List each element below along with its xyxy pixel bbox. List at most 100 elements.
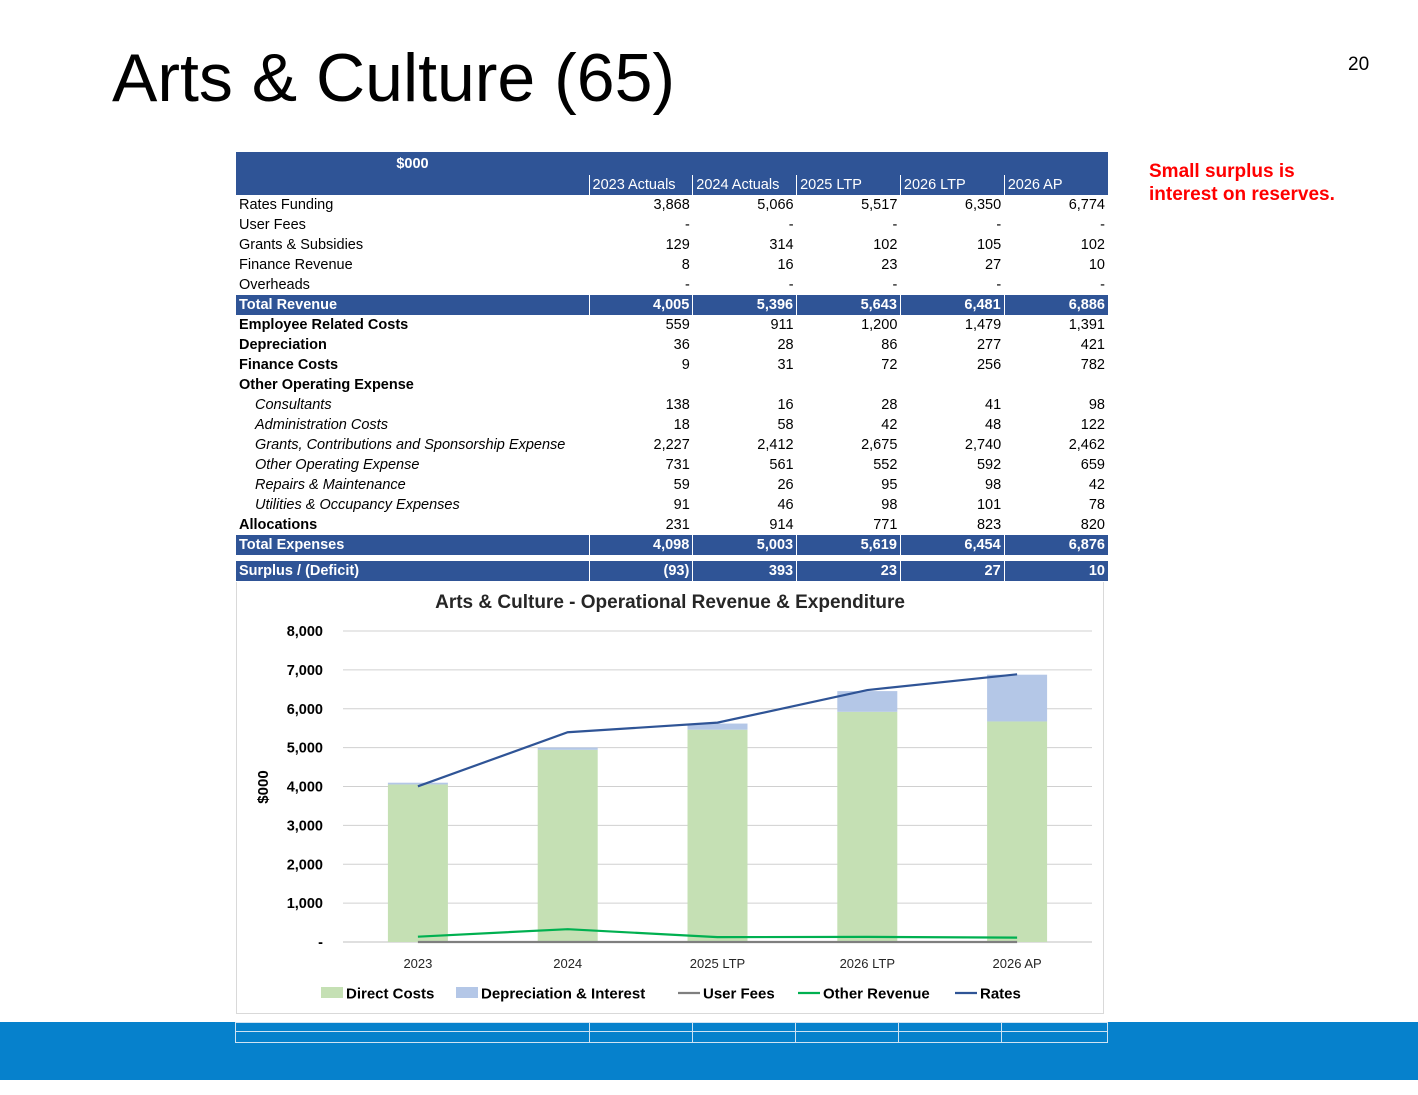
- table-total-row: Surplus / (Deficit) (93) 393 23 27 10: [236, 561, 1108, 581]
- table-row: Administration Costs 18 58 42 48 122: [236, 415, 1108, 435]
- legend-swatch: [321, 987, 343, 998]
- legend-label: Depreciation & Interest: [481, 986, 645, 1003]
- table-row: Employee Related Costs 559 911 1,200 1,479 1,…: [236, 315, 1108, 335]
- row-value: 2,227: [653, 437, 690, 453]
- table-total-row: Total Revenue 4,005 5,396 5,643 6,481 6,886: [236, 295, 1108, 315]
- legend-label: Other Revenue: [823, 986, 930, 1003]
- row-value: [797, 375, 901, 395]
- row-value: -: [684, 217, 690, 233]
- bar-direct-costs: [987, 721, 1048, 942]
- table-body: Rates Funding 3,868 5,066 5,517 6,350 6,774 Us…: [236, 195, 1108, 581]
- row-value: 393: [692, 561, 797, 581]
- x-tick-label: 2024: [553, 956, 582, 971]
- row-value: 5,619: [796, 535, 901, 555]
- row-value: 659: [1080, 457, 1105, 473]
- table-row: Other Operating Expense: [236, 375, 1108, 395]
- table-row: Grants & Subsidies 129 314 102 105 102: [236, 235, 1108, 255]
- row-value: 28: [777, 337, 794, 353]
- row-value: 18: [673, 417, 690, 433]
- x-tick-label: 2025 LTP: [690, 956, 745, 971]
- row-label: Surplus / (Deficit): [236, 561, 589, 581]
- row-value: 4,005: [588, 295, 693, 315]
- line-other-revenue: [417, 928, 1018, 939]
- bar-direct-costs: [687, 729, 748, 942]
- row-value: 421: [1080, 337, 1105, 353]
- row-value: 559: [665, 317, 690, 333]
- row-value: 102: [873, 237, 898, 253]
- row-value: (93): [588, 561, 693, 581]
- row-label: Finance Revenue: [239, 257, 353, 273]
- column-header: 2026 AP: [1003, 175, 1108, 195]
- row-value: 1,391: [1068, 317, 1105, 333]
- table-row: Utilities & Occupancy Expenses 91 46 98 101 7…: [236, 495, 1108, 515]
- row-value: 552: [873, 457, 898, 473]
- column-header: 2024 Actuals: [692, 175, 797, 195]
- line-rates: [417, 673, 1018, 788]
- row-label: Depreciation: [239, 337, 327, 353]
- table-row: Consultants 138 16 28 41 98: [236, 395, 1108, 415]
- table-total-row: Total Expenses 4,098 5,003 5,619 6,454 6,876: [236, 535, 1108, 555]
- bar-depreciation-interest: [987, 674, 1048, 722]
- y-tick-label: 7,000: [287, 663, 323, 679]
- row-value: -: [892, 277, 898, 293]
- row-label: Consultants: [255, 397, 332, 413]
- row-value: 2,740: [964, 437, 1002, 453]
- bar-depreciation-interest: [387, 782, 448, 785]
- bar-direct-costs: [837, 711, 898, 942]
- row-value: -: [996, 217, 1002, 233]
- row-value: 6,774: [1068, 197, 1105, 213]
- x-tick-label: 2023: [403, 956, 432, 971]
- row-value: 731: [665, 457, 690, 473]
- row-value: 72: [881, 357, 898, 373]
- table-row: Allocations 231 914 771 823 820: [236, 515, 1108, 535]
- row-label: Rates Funding: [239, 197, 334, 213]
- chart-title: Arts & Culture - Operational Revenue & E…: [435, 592, 905, 613]
- row-value: 10: [1088, 257, 1105, 273]
- row-value: 91: [673, 497, 690, 513]
- table-row: Overheads - - - - -: [236, 275, 1108, 295]
- row-value: 41: [985, 397, 1002, 413]
- row-value: [589, 375, 693, 395]
- table-column-header-row: 2023 Actuals 2024 Actuals 2025 LTP 2026 …: [236, 175, 1108, 195]
- y-axis-label: $000: [255, 770, 272, 803]
- row-label: Utilities & Occupancy Expenses: [255, 497, 460, 513]
- chart-svg: Arts & Culture - Operational Revenue & E…: [255, 592, 1092, 1003]
- row-value: 6,886: [1003, 295, 1108, 315]
- row-value: 9: [681, 357, 690, 373]
- table-row: Finance Costs 9 31 72 256 782: [236, 355, 1108, 375]
- table-row: Depreciation 36 28 86 277 421: [236, 335, 1108, 355]
- row-value: 231: [665, 517, 690, 533]
- row-label: Repairs & Maintenance: [255, 477, 406, 493]
- row-value: 27: [985, 257, 1002, 273]
- row-value: 5,066: [757, 197, 794, 213]
- row-label: User Fees: [239, 217, 306, 233]
- row-value: 101: [976, 497, 1002, 513]
- row-value: [1004, 375, 1108, 395]
- row-value: 16: [777, 397, 794, 413]
- row-value: -: [1100, 217, 1105, 233]
- legend-swatch: [456, 987, 478, 998]
- row-value: 8: [681, 257, 690, 273]
- row-value: 36: [673, 337, 690, 353]
- row-value: -: [1100, 277, 1105, 293]
- row-value: 592: [976, 457, 1002, 473]
- row-value: 782: [1080, 357, 1105, 373]
- row-value: 16: [777, 257, 794, 273]
- row-label: Administration Costs: [255, 417, 388, 433]
- revenue-expenditure-chart: Arts & Culture - Operational Revenue & E…: [236, 582, 1104, 1014]
- y-tick-label: 3,000: [287, 818, 323, 834]
- row-value: 138: [665, 397, 690, 413]
- table-row: Repairs & Maintenance 59 26 95 98 42: [236, 475, 1108, 495]
- y-tick-label: 6,000: [287, 702, 323, 718]
- row-value: [900, 375, 1004, 395]
- row-value: 6,481: [899, 295, 1005, 315]
- table-row: Other Operating Expense 731 561 552 592 659: [236, 455, 1108, 475]
- row-value: 823: [976, 517, 1002, 533]
- row-value: 5,643: [796, 295, 901, 315]
- row-label: Other Operating Expense: [239, 377, 414, 393]
- row-label: Grants, Contributions and Sponsorship Ex…: [255, 437, 566, 453]
- surplus-note: Small surplus is interest on reserves.: [1149, 161, 1335, 205]
- row-value: 5,396: [692, 295, 797, 315]
- row-value: 256: [976, 357, 1002, 373]
- row-value: 95: [881, 477, 898, 493]
